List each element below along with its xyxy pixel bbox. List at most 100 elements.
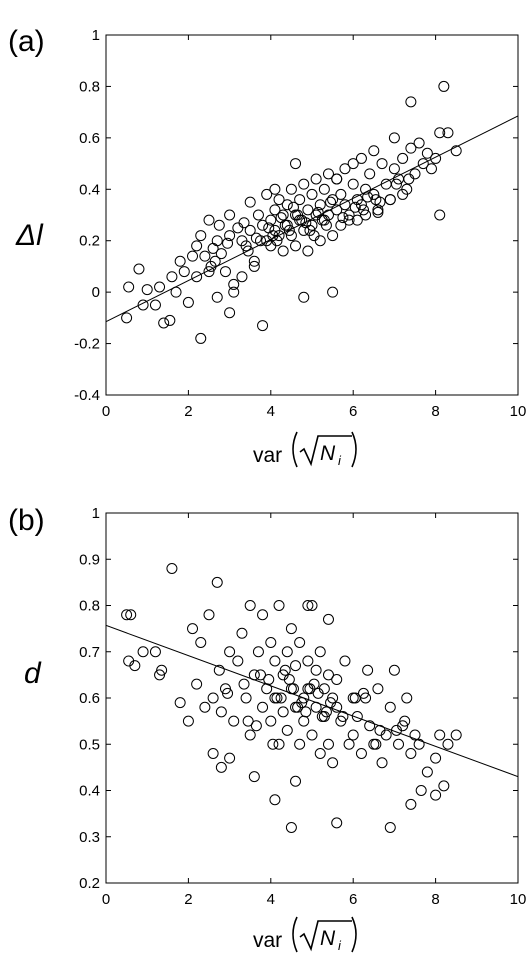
panel-b-point: [349, 692, 361, 704]
panel-b-ytick-label: 1: [92, 505, 100, 522]
panel-b-point: [156, 664, 168, 676]
panel-a-point: [285, 230, 297, 242]
panel-b-point: [257, 701, 269, 713]
panel-b-point: [405, 748, 417, 759]
panel-a-ylabel: Δl: [15, 219, 44, 252]
panel-a-point: [219, 266, 231, 278]
panel-b-xtick-label: 8: [431, 891, 439, 908]
panel-b-point: [376, 757, 388, 769]
panel-a-xtick-label: 0: [102, 403, 110, 420]
panel-a-point: [335, 188, 347, 200]
panel-a-point: [191, 271, 203, 283]
panel-b-point: [279, 664, 291, 676]
panel-a-ytick-label: 0.8: [79, 78, 100, 95]
panel-a-point: [388, 132, 400, 144]
panel-a-point: [442, 127, 454, 139]
panel-a-point: [283, 224, 295, 236]
panel-b-point: [228, 715, 240, 727]
panel-b-point: [399, 715, 411, 727]
panel-a-point: [308, 230, 320, 242]
panel-a-plot-frame: [105, 34, 519, 396]
panel-a-points: [121, 80, 462, 344]
panel-b-point: [390, 724, 402, 736]
panel-a-point: [211, 235, 223, 247]
panel-b-point: [314, 646, 326, 658]
panel-a-point: [242, 245, 254, 257]
panel-b-point: [306, 600, 318, 611]
panel-b-point: [275, 692, 287, 704]
panel-a-point: [215, 248, 227, 260]
panel-b-point: [125, 609, 137, 621]
panel-b-point: [384, 822, 396, 833]
panel-a-xtick-label: 6: [349, 403, 357, 420]
panel-a-point: [232, 222, 244, 234]
panel-b-point: [434, 729, 446, 741]
panel-b-ytick-label: 0.4: [79, 783, 100, 800]
panel-b-fit: [106, 624, 518, 778]
panel-a-point: [403, 173, 415, 185]
panel-a-point: [417, 158, 429, 170]
panel-a-xtick-label: 8: [431, 403, 439, 420]
panel-b-point: [331, 817, 343, 829]
panel-a-ytick-label: 0: [92, 284, 100, 301]
panel-b-xtick-label: 10: [510, 891, 527, 908]
panel-b-ytick-label: 0.6: [79, 690, 100, 707]
panel-b-ytick-label: 0.8: [79, 598, 100, 615]
panel-b-chart: (b) d 0 2 4 6 8 10 0.2 0.3 0.4 0.5 0.6 0.7 0.8 0.9 1 v…: [8, 504, 526, 953]
panel-b-point: [285, 822, 297, 833]
panel-b-xlabel-prefix: var: [253, 929, 282, 952]
panel-a-xlabel: var N i: [253, 431, 357, 468]
panel-b-point: [290, 660, 302, 672]
panel-a-point: [248, 260, 260, 272]
panel-a-point: [149, 299, 161, 311]
panel-b-point: [322, 613, 334, 625]
panel-b-xlabel-bracket-left: [292, 916, 298, 953]
panel-b-point: [267, 738, 279, 750]
panel-a-point: [421, 147, 433, 159]
panel-b-point: [331, 674, 343, 685]
panel-b-point: [442, 738, 454, 750]
panel-b-point: [213, 664, 225, 676]
panel-b-point: [195, 637, 207, 648]
panel-b-label: (b): [8, 504, 45, 537]
panel-a-point: [298, 178, 310, 190]
panel-b-point: [166, 563, 178, 574]
panel-a-point: [203, 214, 215, 226]
panel-b-point: [261, 683, 273, 695]
panel-b-xtick-label: 4: [267, 891, 275, 908]
panel-a-point: [166, 271, 178, 283]
panel-b-point: [364, 720, 376, 732]
panel-b-point: [199, 701, 211, 713]
panel-b-point: [430, 752, 442, 764]
panel-b-point: [255, 669, 266, 681]
panel-b-point: [290, 775, 302, 787]
panel-b-xlabel-subscript: i: [338, 938, 342, 953]
panel-a-point: [298, 224, 310, 236]
panel-b-point: [401, 692, 413, 704]
panel-b-point: [438, 780, 450, 792]
panel-a-point: [434, 209, 446, 221]
panel-b-point: [312, 687, 324, 699]
panel-a-point: [425, 163, 437, 175]
panel-a-point: [224, 209, 236, 221]
panel-b-ytick-label: 0.7: [79, 644, 100, 661]
panel-b-point: [224, 646, 236, 658]
panel-a-point: [364, 168, 376, 180]
panel-a-point: [372, 204, 384, 216]
panel-a-xtick-label: 2: [184, 403, 192, 420]
panel-a-point: [240, 240, 252, 252]
panel-b-point: [203, 609, 215, 621]
panel-b-xtick-label: 0: [102, 891, 110, 908]
panel-a-ticks: 0 2 4 6 8 10 -0.4 -0.2 0 0.2 0.4 0.6 0.8 1: [74, 27, 526, 420]
panel-a-point: [349, 201, 361, 213]
panel-b-point: [137, 646, 149, 658]
panel-b-ytick-label: 0.2: [79, 875, 100, 892]
panel-a-point: [306, 219, 318, 231]
panel-a-point: [372, 206, 384, 218]
panel-b-point: [415, 785, 427, 796]
panel-b-point: [273, 738, 285, 750]
panel-a-point: [137, 299, 149, 311]
panel-a-point: [397, 188, 409, 200]
panel-b-point: [257, 609, 269, 621]
panel-b-point: [215, 761, 227, 773]
